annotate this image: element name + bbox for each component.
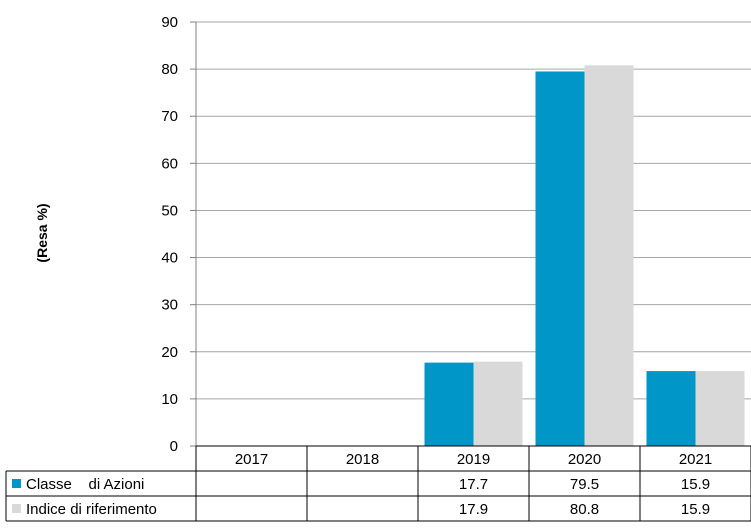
data-label: 17.9	[459, 501, 488, 518]
x-category-label: 2018	[346, 451, 379, 468]
bar-benchmark-2020	[584, 65, 634, 446]
legend-swatch	[12, 479, 21, 488]
legend-label: Indice di riferimento	[26, 501, 157, 518]
x-category-label: 2017	[235, 451, 268, 468]
y-tick-label: 0	[170, 438, 178, 455]
x-category-label: 2021	[679, 451, 712, 468]
gridlines	[196, 21, 751, 400]
x-category-label: 2020	[568, 451, 601, 468]
y-tick-label: 30	[161, 297, 178, 314]
legend-swatch	[12, 504, 21, 513]
y-tick-label: 70	[161, 108, 178, 125]
y-axis-ticks: 0 10 20 30 40 50 60 70 80 90	[161, 14, 197, 455]
legend-label: Classe di Azioni	[26, 476, 144, 493]
y-tick-label: 60	[161, 155, 178, 172]
data-label: 79.5	[570, 476, 599, 493]
bar-fund-2019	[424, 362, 474, 446]
y-tick-label: 50	[161, 202, 178, 219]
y-tick-label: 40	[161, 250, 178, 267]
bars	[424, 65, 745, 446]
data-table: 2017 2018 2019 2020 2021 Classe di Azioni 17.7…	[5, 445, 751, 522]
bar-fund-2021	[646, 371, 696, 446]
y-axis-title: (Resa %)	[34, 203, 50, 262]
data-label: 15.9	[681, 501, 710, 518]
y-tick-label: 90	[161, 14, 178, 31]
y-tick-label: 80	[161, 61, 178, 78]
data-label: 80.8	[570, 501, 599, 518]
x-category-label: 2019	[457, 451, 490, 468]
y-tick-label: 20	[161, 344, 178, 361]
data-label: 15.9	[681, 476, 710, 493]
data-label: 17.7	[459, 476, 488, 493]
bar-fund-2020	[535, 71, 585, 446]
y-tick-label: 10	[161, 391, 178, 408]
bar-benchmark-2019	[473, 361, 523, 446]
bar-benchmark-2021	[695, 371, 745, 446]
